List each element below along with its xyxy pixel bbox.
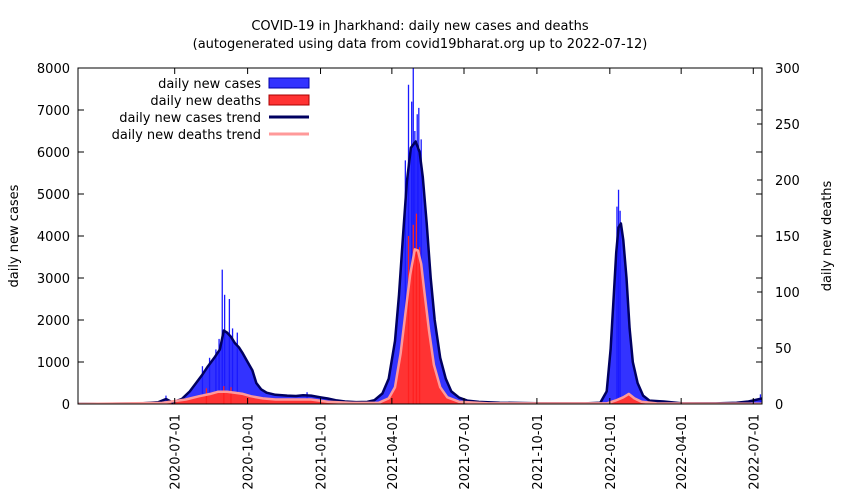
left-axis: 0 1000 2000 3000 4000 5000 6000 7000 8000 — [37, 62, 762, 413]
legend: daily new cases daily new deaths daily n… — [112, 77, 310, 143]
left-tick-label: 0 — [62, 398, 70, 413]
left-tick-label: 4000 — [37, 230, 70, 245]
cases-trend-line — [78, 140, 762, 404]
right-tick-label: 50 — [775, 342, 792, 357]
legend-label-cases: daily new cases — [158, 77, 261, 92]
left-tick-label: 1000 — [37, 356, 70, 371]
x-tick-label: 2022-04-01 — [675, 414, 690, 490]
legend-label-deaths-trend: daily new deaths trend — [112, 128, 261, 143]
x-tick-label: 2022-01-01 — [604, 414, 619, 490]
legend-swatch-cases — [268, 77, 310, 89]
x-tick-label: 2020-07-01 — [169, 414, 184, 490]
x-axis: 2020-07-01 2020-10-01 2021-01-01 2021-04-01… — [169, 68, 762, 490]
legend-label-cases-trend: daily new cases trend — [119, 111, 261, 126]
left-tick-label: 3000 — [37, 272, 70, 287]
left-tick-label: 6000 — [37, 146, 70, 161]
x-tick-label: 2021-01-01 — [315, 414, 330, 490]
left-tick-label: 2000 — [37, 314, 70, 329]
right-tick-label: 100 — [775, 286, 800, 301]
chart-title: COVID-19 in Jharkhand: daily new cases a… — [251, 19, 588, 34]
y-axis-label-left: daily new cases — [7, 184, 22, 287]
right-tick-label: 200 — [775, 174, 800, 189]
legend-label-deaths: daily new deaths — [150, 94, 261, 109]
x-tick-label: 2022-07-01 — [747, 414, 762, 490]
left-tick-label: 5000 — [37, 188, 70, 203]
right-tick-label: 250 — [775, 118, 800, 133]
left-tick-label: 8000 — [37, 62, 70, 77]
right-tick-label: 0 — [775, 398, 783, 413]
legend-swatch-deaths — [268, 94, 310, 106]
chart-subtitle: (autogenerated using data from covid19bh… — [193, 37, 648, 52]
right-tick-label: 300 — [775, 62, 800, 77]
deaths-trend-line — [78, 248, 762, 404]
x-tick-label: 2020-10-01 — [242, 414, 257, 490]
x-tick-label: 2021-07-01 — [458, 414, 473, 490]
y-axis-label-right: daily new deaths — [820, 180, 835, 291]
right-tick-label: 150 — [775, 230, 800, 245]
right-axis: 0 50 100 150 200 250 300 — [757, 62, 800, 413]
x-tick-label: 2021-10-01 — [531, 414, 546, 490]
plot-layer — [78, 68, 762, 404]
left-tick-label: 7000 — [37, 104, 70, 119]
plot-clip-group — [78, 68, 762, 404]
x-tick-label: 2021-04-01 — [386, 414, 401, 490]
